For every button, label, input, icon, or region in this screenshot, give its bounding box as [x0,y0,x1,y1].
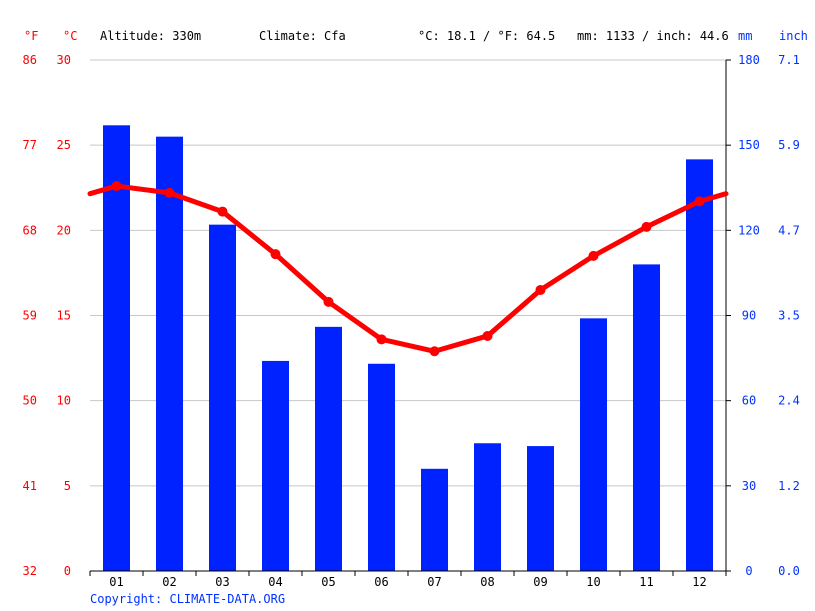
temperature-line [87,181,729,357]
fahrenheit-tick-label: 86 [23,53,37,67]
precipitation-bar [156,136,183,571]
fahrenheit-tick-label: 32 [23,564,37,578]
mm-tick-label: 90 [742,309,756,323]
inch-tick-label: 0.0 [778,564,800,578]
precipitation-bar [474,443,501,571]
mm-tick-label: 180 [738,53,760,67]
temperature-point [429,346,440,357]
month-tick-label: 11 [639,575,653,589]
month-tick-label: 08 [480,575,494,589]
precipitation-bar [421,468,448,571]
mm-tick-label: 0 [745,564,752,578]
fahrenheit-tick-label: 59 [23,309,37,323]
fahrenheit-tick-label: 77 [23,138,37,152]
celsius-tick-label: 15 [57,309,71,323]
celsius-tick-label: 20 [57,223,71,237]
precipitation-bars [103,125,713,572]
temperature-point [323,296,334,307]
temperature-point [482,330,493,341]
precipitation-bar [686,159,713,571]
inch-unit-label: inch [779,29,808,43]
celsius-tick-label: 30 [57,53,71,67]
mm-tick-label: 60 [742,394,756,408]
mm-unit-label: mm [738,29,753,43]
precipitation-bar [315,326,342,571]
precipitation-bar [527,446,554,571]
celsius-tick-label: 0 [64,564,71,578]
fahrenheit-tick-label: 41 [23,479,37,493]
precipitation-bar [262,360,289,571]
average-temperature-label: °C: 18.1 / °F: 64.5 [418,29,556,43]
fahrenheit-unit-label: °F [24,29,39,43]
temperature-point [694,196,705,207]
temperature-series-line [87,183,729,354]
temperature-point [588,250,599,261]
month-tick-label: 02 [162,575,176,589]
precipitation-bar [209,224,236,571]
month-tick-label: 12 [692,575,706,589]
mm-tick-label: 30 [742,479,756,493]
temperature-point [641,221,652,232]
month-tick-label: 06 [374,575,388,589]
tick-labels: 32 0 0 0.041 5 30 1.250 10 60 2.459 15 90 3.568 20 120… [23,53,800,589]
month-tick-label: 04 [268,575,282,589]
fahrenheit-tick-label: 68 [23,223,37,237]
climate-label: Climate: Cfa [259,29,346,43]
grid-lines [90,59,726,487]
temperature-point [164,187,175,198]
inch-tick-label: 1.2 [778,479,800,493]
inch-tick-label: 5.9 [778,138,800,152]
precipitation-bar [368,363,395,571]
month-tick-label: 07 [427,575,441,589]
copyright-text: Copyright: CLIMATE-DATA.ORG [90,592,286,606]
precipitation-bar [633,264,660,571]
month-tick-label: 01 [109,575,123,589]
month-tick-label: 03 [215,575,229,589]
temperature-point [535,284,546,295]
celsius-tick-label: 25 [57,138,71,152]
precipitation-bar [580,318,607,571]
mm-tick-label: 120 [738,223,760,237]
month-tick-label: 10 [586,575,600,589]
temperature-point [111,181,122,192]
month-tick-label: 09 [533,575,547,589]
temperature-point [270,249,281,260]
celsius-tick-label: 5 [64,479,71,493]
fahrenheit-tick-label: 50 [23,394,37,408]
altitude-label: Altitude: 330m [100,29,202,43]
precipitation-bar [103,125,130,572]
axes [89,59,731,576]
precipitation-total-label: mm: 1133 / inch: 44.6 [577,29,729,43]
inch-tick-label: 3.5 [778,309,800,323]
temperature-point [217,206,228,217]
temperature-point [376,334,387,345]
inch-tick-label: 2.4 [778,394,800,408]
inch-tick-label: 4.7 [778,223,800,237]
inch-tick-label: 7.1 [778,53,800,67]
mm-tick-label: 150 [738,138,760,152]
celsius-tick-label: 10 [57,394,71,408]
month-tick-label: 05 [321,575,335,589]
celsius-unit-label: °C [63,29,78,43]
